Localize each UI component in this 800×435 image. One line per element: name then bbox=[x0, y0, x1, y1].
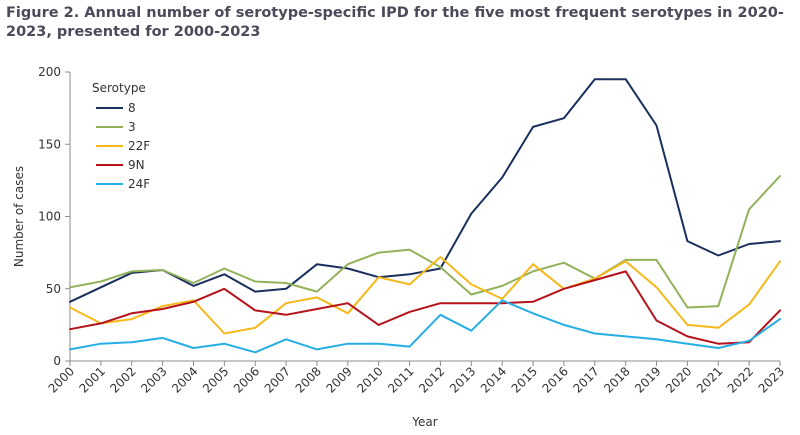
axes: 0 50 100 150 200 2000 2001 2002 2003 2004 2005 2006… bbox=[38, 65, 787, 396]
x-tick-label: 2012 bbox=[416, 364, 447, 395]
series-line-8 bbox=[69, 78, 781, 303]
series-line-3 bbox=[69, 175, 781, 309]
y-tick-label: 50 bbox=[46, 282, 61, 296]
series-line-24f bbox=[69, 299, 781, 354]
y-tick-label: 200 bbox=[38, 65, 61, 79]
legend-label-8: 8 bbox=[128, 101, 136, 115]
x-tick-label: 2009 bbox=[323, 364, 354, 395]
y-axis-label: Number of cases bbox=[12, 166, 26, 267]
x-tick-label: 2021 bbox=[694, 364, 725, 395]
x-tick-label: 2014 bbox=[478, 364, 509, 395]
series-lines bbox=[69, 78, 781, 354]
legend-label-9n: 9N bbox=[128, 158, 145, 172]
y-tick-label: 0 bbox=[53, 354, 61, 368]
x-tick-label: 2022 bbox=[725, 364, 756, 395]
x-tick-label: 2006 bbox=[231, 364, 262, 395]
y-tick-label: 100 bbox=[38, 210, 61, 224]
legend-label-22f: 22F bbox=[128, 139, 150, 153]
x-tick-label: 2017 bbox=[570, 364, 601, 395]
x-tick-label: 2020 bbox=[663, 364, 694, 395]
x-tick-label: 2005 bbox=[200, 364, 231, 395]
x-tick-label: 2004 bbox=[169, 364, 200, 395]
x-tick-label: 2018 bbox=[601, 364, 632, 395]
x-tick-label: 2023 bbox=[756, 364, 787, 395]
x-tick-label: 2003 bbox=[138, 364, 169, 395]
x-tick-label: 2007 bbox=[262, 364, 293, 395]
series-line-9n bbox=[69, 270, 781, 345]
legend: Serotype 8 3 22F 9N 24F bbox=[92, 81, 150, 191]
x-tick-label: 2001 bbox=[76, 364, 107, 395]
x-tick-label: 2016 bbox=[540, 364, 571, 395]
x-axis-label: Year bbox=[411, 415, 437, 429]
chart-title: Figure 2. Annual number of serotype-spec… bbox=[6, 5, 784, 40]
x-tick-label: 2010 bbox=[354, 364, 385, 395]
x-tick-label: 2013 bbox=[447, 364, 478, 395]
x-tick-label: 2015 bbox=[509, 364, 540, 395]
series-line-22f bbox=[69, 256, 781, 335]
legend-label-3: 3 bbox=[128, 120, 136, 134]
y-tick-label: 150 bbox=[38, 137, 61, 151]
x-tick-label: 2000 bbox=[46, 364, 77, 395]
legend-label-24f: 24F bbox=[128, 177, 150, 191]
x-tick-label: 2019 bbox=[632, 364, 663, 395]
x-tick-label: 2002 bbox=[107, 364, 138, 395]
x-tick-label: 2011 bbox=[385, 364, 416, 395]
legend-title: Serotype bbox=[92, 81, 146, 95]
x-tick-label: 2008 bbox=[293, 364, 324, 395]
